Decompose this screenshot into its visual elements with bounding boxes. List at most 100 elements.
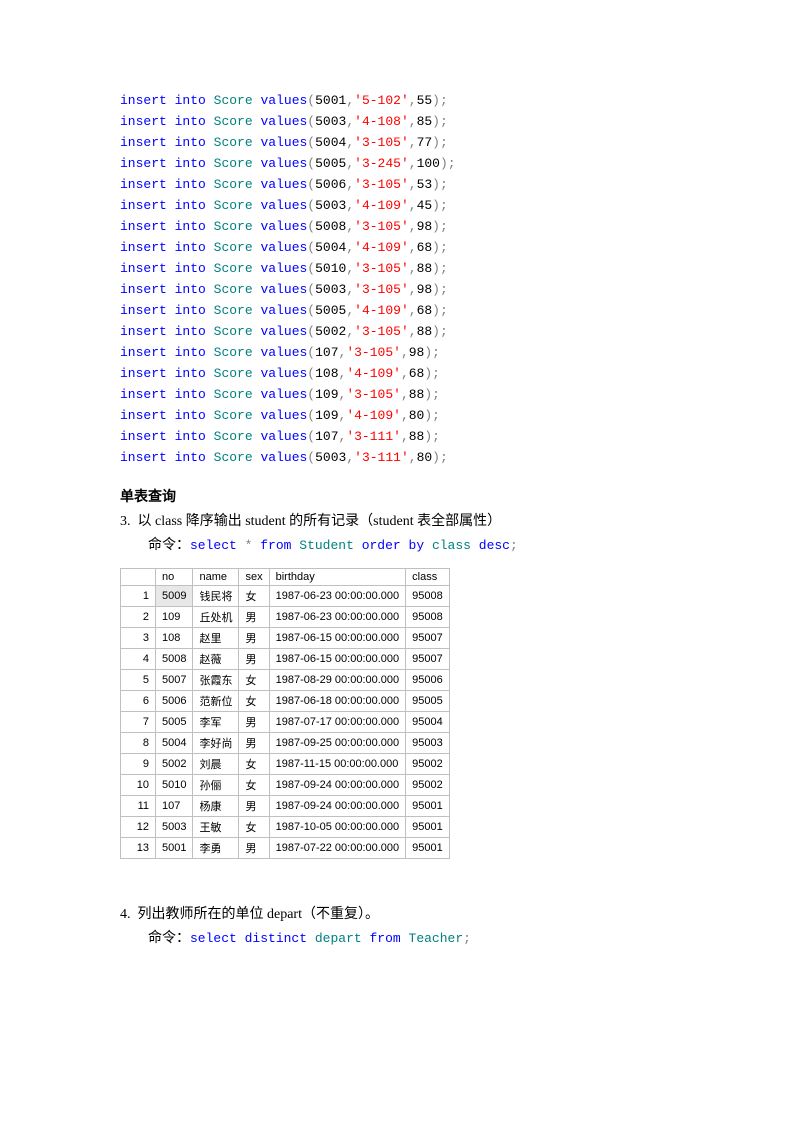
table-cell: 5009	[156, 586, 193, 607]
table-cell: 95003	[406, 733, 450, 754]
question-3: 3. 以 class 降序输出 student 的所有记录（student 表全…	[120, 510, 673, 530]
table-cell: 男	[239, 628, 269, 649]
row-number-header	[121, 569, 156, 586]
table-cell: 赵里	[193, 628, 239, 649]
table-cell: 108	[156, 628, 193, 649]
table-cell: 1987-07-17 00:00:00.000	[269, 712, 406, 733]
table-cell: 1987-09-24 00:00:00.000	[269, 775, 406, 796]
table-cell: 女	[239, 817, 269, 838]
table-cell: 95007	[406, 628, 450, 649]
table-row: 125003王敏女1987-10-05 00:00:00.00095001	[121, 817, 450, 838]
table-cell: 5008	[156, 649, 193, 670]
table-cell: 李勇	[193, 838, 239, 859]
table-cell: 95002	[406, 754, 450, 775]
table-cell: 范新位	[193, 691, 239, 712]
table-cell: 95001	[406, 796, 450, 817]
result-table-wrap: nonamesexbirthdayclass15009钱民将女1987-06-2…	[120, 568, 673, 859]
table-cell: 杨康	[193, 796, 239, 817]
row-number: 8	[121, 733, 156, 754]
row-number: 3	[121, 628, 156, 649]
table-cell: 5005	[156, 712, 193, 733]
item-text: 列出教师所在的单位 depart（不重复）。	[138, 907, 379, 922]
table-cell: 女	[239, 691, 269, 712]
table-cell: 男	[239, 838, 269, 859]
row-number: 2	[121, 607, 156, 628]
column-header: class	[406, 569, 450, 586]
table-cell: 95001	[406, 817, 450, 838]
table-cell: 1987-06-15 00:00:00.000	[269, 628, 406, 649]
sql-insert-block: insert into Score values(5001,'5-102',55…	[120, 90, 673, 468]
table-cell: 5004	[156, 733, 193, 754]
table-cell: 女	[239, 754, 269, 775]
table-cell: 1987-06-15 00:00:00.000	[269, 649, 406, 670]
table-cell: 李好尚	[193, 733, 239, 754]
table-cell: 1987-07-22 00:00:00.000	[269, 838, 406, 859]
table-cell: 1987-10-05 00:00:00.000	[269, 817, 406, 838]
column-header: birthday	[269, 569, 406, 586]
command-line-3: 命令：select * from Student order by class …	[148, 534, 673, 554]
table-cell: 5006	[156, 691, 193, 712]
row-number: 1	[121, 586, 156, 607]
table-cell: 女	[239, 670, 269, 691]
table-cell: 男	[239, 607, 269, 628]
column-header: name	[193, 569, 239, 586]
table-cell: 1987-06-23 00:00:00.000	[269, 586, 406, 607]
table-row: 75005李军男1987-07-17 00:00:00.00095004	[121, 712, 450, 733]
result-table: nonamesexbirthdayclass15009钱民将女1987-06-2…	[120, 568, 450, 859]
item-number: 4.	[120, 907, 131, 922]
sql-command-4: select distinct depart from Teacher;	[190, 931, 471, 946]
table-cell: 109	[156, 607, 193, 628]
table-cell: 李军	[193, 712, 239, 733]
table-cell: 5007	[156, 670, 193, 691]
table-cell: 1987-09-25 00:00:00.000	[269, 733, 406, 754]
table-row: 45008赵薇男1987-06-15 00:00:00.00095007	[121, 649, 450, 670]
table-cell: 95008	[406, 586, 450, 607]
table-cell: 1987-06-23 00:00:00.000	[269, 607, 406, 628]
table-cell: 王敏	[193, 817, 239, 838]
row-number: 11	[121, 796, 156, 817]
table-cell: 男	[239, 733, 269, 754]
row-number: 5	[121, 670, 156, 691]
table-cell: 95001	[406, 838, 450, 859]
table-cell: 95004	[406, 712, 450, 733]
table-cell: 5010	[156, 775, 193, 796]
row-number: 12	[121, 817, 156, 838]
table-cell: 男	[239, 649, 269, 670]
item-text: 以 class 降序输出 student 的所有记录（student 表全部属性…	[138, 514, 502, 529]
table-row: 55007张霞东女1987-08-29 00:00:00.00095006	[121, 670, 450, 691]
table-cell: 男	[239, 712, 269, 733]
table-cell: 1987-08-29 00:00:00.000	[269, 670, 406, 691]
table-cell: 5003	[156, 817, 193, 838]
table-cell: 5001	[156, 838, 193, 859]
row-number: 13	[121, 838, 156, 859]
table-cell: 赵薇	[193, 649, 239, 670]
table-cell: 95006	[406, 670, 450, 691]
table-row: 105010孙俪女1987-09-24 00:00:00.00095002	[121, 775, 450, 796]
table-row: 2109丘处机男1987-06-23 00:00:00.00095008	[121, 607, 450, 628]
cmd-label: 命令：	[148, 538, 190, 553]
table-cell: 1987-09-24 00:00:00.000	[269, 796, 406, 817]
table-cell: 1987-06-18 00:00:00.000	[269, 691, 406, 712]
table-header-row: nonamesexbirthdayclass	[121, 569, 450, 586]
table-cell: 107	[156, 796, 193, 817]
table-cell: 95005	[406, 691, 450, 712]
row-number: 6	[121, 691, 156, 712]
column-header: no	[156, 569, 193, 586]
table-row: 95002刘晨女1987-11-15 00:00:00.00095002	[121, 754, 450, 775]
table-cell: 95002	[406, 775, 450, 796]
section-heading: 单表查询	[120, 486, 673, 506]
table-cell: 丘处机	[193, 607, 239, 628]
command-line-4: 命令：select distinct depart from Teacher;	[148, 927, 673, 947]
row-number: 7	[121, 712, 156, 733]
table-row: 85004李好尚男1987-09-25 00:00:00.00095003	[121, 733, 450, 754]
item-number: 3.	[120, 514, 131, 529]
spacer	[120, 859, 673, 899]
table-row: 65006范新位女1987-06-18 00:00:00.00095005	[121, 691, 450, 712]
page: insert into Score values(5001,'5-102',55…	[0, 0, 793, 987]
table-cell: 女	[239, 775, 269, 796]
row-number: 10	[121, 775, 156, 796]
row-number: 4	[121, 649, 156, 670]
cmd-label: 命令：	[148, 931, 190, 946]
table-cell: 1987-11-15 00:00:00.000	[269, 754, 406, 775]
column-header: sex	[239, 569, 269, 586]
